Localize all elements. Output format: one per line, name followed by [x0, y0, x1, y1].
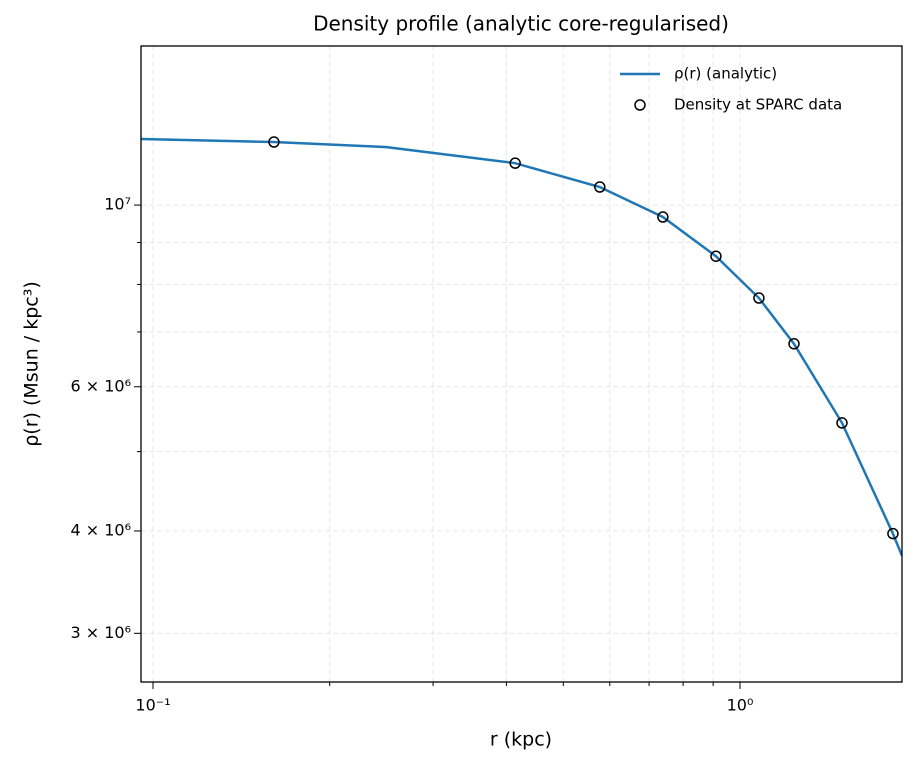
- scatter-point: [788, 338, 800, 350]
- scatter-point: [836, 417, 848, 429]
- scatter-point: [657, 211, 669, 223]
- legend-label: ρ(r) (analytic): [674, 65, 777, 83]
- y-tick-label: 6 × 10⁶: [70, 376, 131, 395]
- x-tick-label: 10⁰: [727, 696, 754, 715]
- y-tick-label: 10⁷: [104, 195, 131, 214]
- scatter-point: [887, 527, 899, 540]
- legend-swatch: [634, 99, 646, 111]
- legend-label: Density at SPARC data: [674, 96, 842, 114]
- x-axis-label: r (kpc): [490, 729, 552, 751]
- plot-frame: [140, 45, 903, 683]
- y-tick-label: 4 × 10⁶: [70, 520, 131, 539]
- scatter-point: [509, 157, 521, 169]
- y-tick-label: 3 × 10⁶: [70, 623, 131, 642]
- y-axis-label: ρ(r) (Msun / kpc³): [21, 281, 43, 447]
- scatter-point: [594, 181, 606, 193]
- scatter-point: [710, 250, 722, 262]
- scatter-point: [268, 136, 280, 148]
- line-series: [141, 137, 902, 557]
- chart-title: Density profile (analytic core-regularis…: [313, 12, 729, 36]
- x-tick-label: 10⁻¹: [135, 696, 170, 715]
- scatter-point: [753, 292, 765, 304]
